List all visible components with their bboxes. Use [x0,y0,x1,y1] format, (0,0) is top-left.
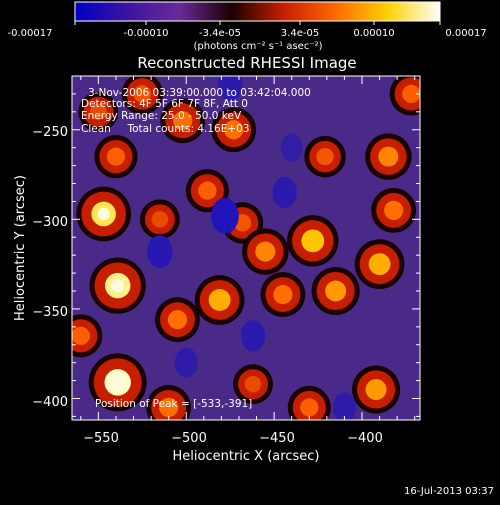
colorbar-tick-label: -3.4e-05 [199,28,241,39]
negative-source [147,235,173,268]
negative-source [272,176,297,209]
source-core [300,398,319,417]
source-core [402,84,420,104]
x-tick-label: −450 [259,431,295,446]
y-axis-title: Heliocentric Y (arcsec) [13,175,28,321]
energy-range: Energy Range: 25.0 - 50.0 keV [81,110,242,122]
time-range: 3-Nov-2006 03:39:00.000 to 03:42:04.000 [88,87,311,99]
source-peak [111,279,125,293]
negative-source [217,76,243,101]
plot-area [72,76,420,420]
peak-position: Position of Peak = [-533,-391] [95,398,252,410]
source-core [90,103,107,121]
colorbar-tick-label: 3.4e-05 [281,28,319,39]
y-tick-label: −250 [32,125,68,140]
generation-timestamp: 16-Jul-2013 03:37 [404,486,494,497]
y-tick-label: −350 [32,305,68,320]
x-axis-title: Heliocentric X (arcsec) [173,449,320,464]
source-core [133,85,151,103]
colorbar-tick-label: -0.00010 [124,28,169,39]
source-core [273,285,293,305]
source-core [301,229,325,253]
source-core [368,253,391,276]
x-tick-label: −500 [171,431,207,446]
source-core [208,289,231,311]
y-tick-label: −300 [32,215,68,230]
observation-info: 3-Nov-2006 03:39:00.000 to 03:42:04.000 … [81,87,311,410]
plot-title: Reconstructed RHESSI Image [137,54,356,72]
source-core [255,241,276,262]
x-tick-label: −550 [83,431,119,446]
source-core [365,379,387,401]
colorbar-tick-label: 0.00010 [353,28,394,39]
colorbar-gradient [74,1,441,22]
source-peak [110,375,125,390]
source-core [384,200,404,220]
colorbar-unit-label: (photons cm⁻² s⁻¹ asec⁻²) [193,41,322,52]
source-core [244,375,262,393]
clean-total-counts: Clean Total counts: 4.16E+03 [81,123,250,135]
detectors-info: Detectors: 4F 5F 6F 7F 8F, Att 0 [81,98,248,110]
emission-sources [72,76,420,420]
x-tick-label: −400 [347,431,383,446]
source-core [159,397,179,418]
source-core [106,147,126,166]
colorbar-ticks [74,21,441,25]
source-core [316,147,334,166]
negative-source [240,320,266,352]
axis-ticks [72,75,420,420]
source-core [325,280,347,302]
source-core [198,181,217,200]
source-core [224,120,244,140]
plot-frame [71,75,421,421]
source-core [378,146,399,167]
source-core [167,310,188,330]
negative-source [210,197,239,234]
negative-source [174,347,198,378]
y-tick-label: −400 [32,395,68,410]
source-core [72,326,90,345]
colorbar-tick-label: 0.00017 [445,28,486,39]
colorbar-tick-label: -0.00017 [8,28,53,39]
source-core [151,211,169,228]
source-core [173,111,193,131]
negative-source [280,133,303,162]
source-peak [97,207,110,221]
negative-source [332,392,357,420]
colorbar: -0.00017 -0.00010 -3.4e-05 3.4e-05 0.000… [8,1,487,52]
